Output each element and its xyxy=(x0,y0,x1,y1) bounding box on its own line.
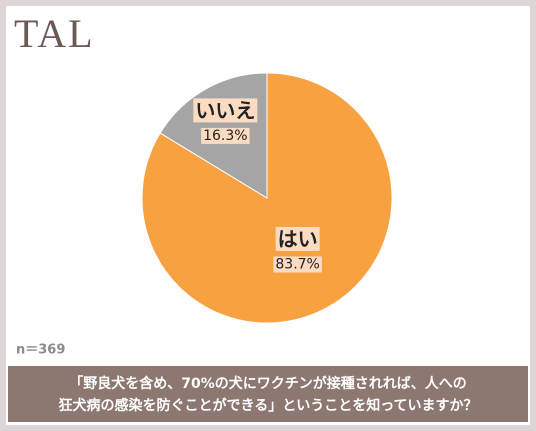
caption-line: 狂犬病の感染を防ぐことができる」ということを知っていますか？ xyxy=(58,397,477,414)
label-background xyxy=(193,98,258,123)
caption-box xyxy=(8,366,528,422)
label-background xyxy=(273,256,322,273)
label-background xyxy=(275,226,320,251)
slice-label: いいえ 16.3% xyxy=(193,98,258,144)
value-label: 16.3% xyxy=(203,128,247,144)
sample-size: n＝369 xyxy=(16,343,65,358)
slice-label: はい 83.7% xyxy=(273,226,322,273)
category-label: いいえ xyxy=(195,98,255,122)
label-background xyxy=(201,127,250,144)
caption-line: 「野良犬を含め、70%の犬にワクチンが接種されれば、人への xyxy=(69,375,467,392)
value-label: 83.7% xyxy=(275,256,319,272)
logo: TAL xyxy=(14,11,95,56)
category-label: はい xyxy=(278,227,318,251)
